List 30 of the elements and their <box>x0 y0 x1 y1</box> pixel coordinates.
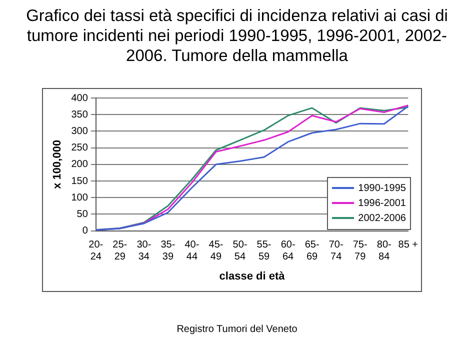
y-tick-label: 250 <box>71 142 88 154</box>
x-tick-label: 55-59 <box>256 240 272 263</box>
x-tick-label: 65-69 <box>304 240 320 263</box>
x-tick-label: 20-24 <box>88 240 104 263</box>
y-tick-label: 50 <box>76 208 88 220</box>
legend-label: 2002-2006 <box>357 212 406 226</box>
legend-label: 1990-1995 <box>357 182 406 196</box>
chart-title: Grafico dei tassi età specifici di incidenza relativi ai casi di tumore incidenti nei periodi 1990-1995, 1996-2001, 2002-2006. Tumore della mammella <box>25 6 449 66</box>
y-tick-label: 100 <box>71 192 88 204</box>
y-tick-label: 200 <box>71 159 88 170</box>
x-axis-title: classe di età <box>219 270 286 282</box>
text: Registro Tumori del Veneto <box>176 324 298 335</box>
x-tick-label: 85 + <box>398 240 418 251</box>
x-tick-label: 25-29 <box>112 240 128 263</box>
y-tick-label: 350 <box>71 109 88 120</box>
y-tick-label: 400 <box>71 92 88 104</box>
x-tick-label: 30-34 <box>136 240 152 263</box>
x-tick-label: 40-44 <box>184 240 200 263</box>
x-tick-label: 50-54 <box>232 240 248 263</box>
y-tick-label: 150 <box>71 176 88 187</box>
x-tick-label: 45-49 <box>208 240 224 263</box>
y-tick-label: 300 <box>71 126 88 137</box>
x-tick-label: 75-79 <box>352 240 368 263</box>
x-tick-label: 80-84 <box>376 240 392 263</box>
x-tick-label: 70-74 <box>328 240 344 263</box>
x-tick-label: 35-39 <box>160 240 176 263</box>
y-axis-title: x 100,000 <box>52 140 64 189</box>
legend-label: 1996-2001 <box>357 197 406 211</box>
y-tick-label: 0 <box>82 226 88 237</box>
x-tick-label: 60-64 <box>280 240 296 263</box>
